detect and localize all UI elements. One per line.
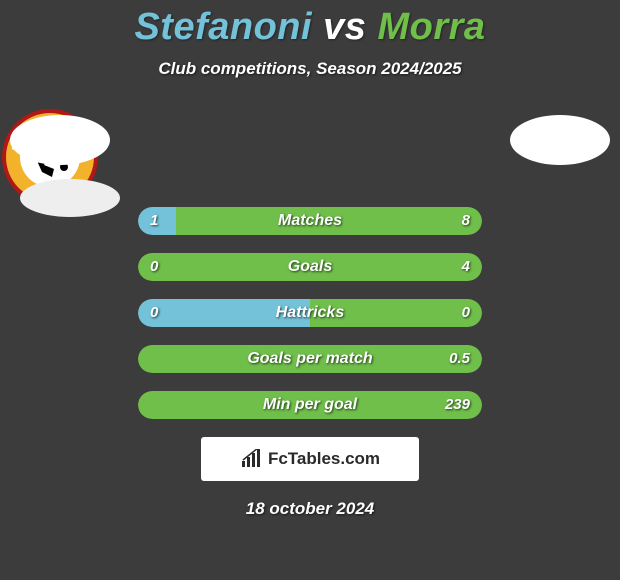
comparison-rows: 1 Matches 8 0 Goals 4 0 Hattricks 0 Goal… bbox=[138, 207, 482, 419]
stat-value-right: 8 bbox=[462, 207, 470, 235]
stat-row: 0 Hattricks 0 bbox=[138, 299, 482, 327]
player-right-name: Morra bbox=[377, 6, 485, 48]
stat-value-right: 4 bbox=[462, 253, 470, 281]
vs-text: vs bbox=[312, 6, 377, 48]
stat-value-right: 0.5 bbox=[449, 345, 470, 373]
stat-label: Matches bbox=[138, 207, 482, 235]
subtitle: Club competitions, Season 2024/2025 bbox=[0, 59, 620, 79]
player-left-name: Stefanoni bbox=[134, 6, 312, 48]
stat-row: 0 Goals 4 bbox=[138, 253, 482, 281]
brand-box[interactable]: FcTables.com bbox=[201, 437, 419, 481]
date-text: 18 october 2024 bbox=[0, 499, 620, 519]
bar-chart-icon bbox=[240, 449, 264, 469]
stat-value-right: 239 bbox=[445, 391, 470, 419]
team-badge-left bbox=[10, 115, 110, 165]
emblem-left bbox=[20, 179, 120, 217]
stat-label: Hattricks bbox=[138, 299, 482, 327]
chart-area: BASSANO VIRTUS 1 Matches 8 0 Goals 4 bbox=[0, 107, 620, 419]
stat-label: Goals per match bbox=[138, 345, 482, 373]
brand-text: FcTables.com bbox=[268, 449, 380, 469]
stat-value-right: 0 bbox=[462, 299, 470, 327]
stat-row: Goals per match 0.5 bbox=[138, 345, 482, 373]
comparison-title: Stefanoni vs Morra bbox=[0, 0, 620, 49]
stat-row: 1 Matches 8 bbox=[138, 207, 482, 235]
stat-label: Min per goal bbox=[138, 391, 482, 419]
stat-label: Goals bbox=[138, 253, 482, 281]
stat-row: Min per goal 239 bbox=[138, 391, 482, 419]
team-badge-right bbox=[510, 115, 610, 165]
